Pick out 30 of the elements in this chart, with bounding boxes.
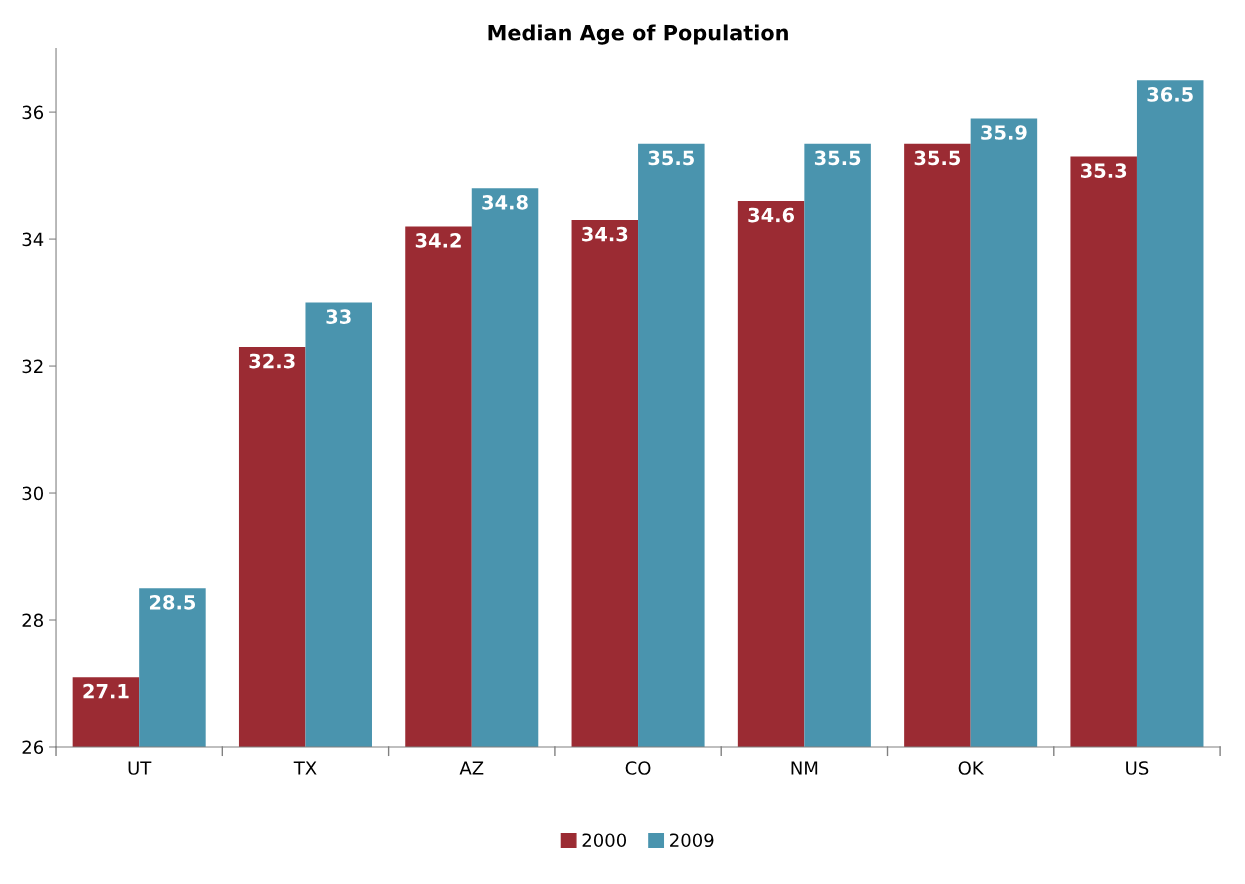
chart-title: Median Age of Population bbox=[488, 24, 788, 45]
y-tick-label: 34 bbox=[22, 232, 44, 247]
data-label: 34.2 bbox=[415, 233, 461, 248]
data-label: 28.5 bbox=[149, 594, 196, 610]
data-label: 35.5 bbox=[648, 150, 694, 166]
data-label: 32.3 bbox=[249, 353, 295, 369]
y-tick-label: 26 bbox=[22, 740, 44, 755]
y-tick-label: 28 bbox=[22, 613, 43, 628]
x-tick-label: TX bbox=[293, 761, 317, 775]
data-label: 35.9 bbox=[981, 125, 1027, 140]
x-tick-label: US bbox=[1126, 761, 1149, 775]
data-label: 27.1 bbox=[83, 683, 129, 699]
data-label: 34.8 bbox=[482, 194, 528, 210]
data-label: 35.5 bbox=[914, 150, 961, 166]
legend-label: 2000 bbox=[582, 833, 627, 848]
y-tick-label: 32 bbox=[22, 359, 43, 374]
data-label: 33 bbox=[326, 309, 351, 324]
y-tick-label: 30 bbox=[22, 486, 44, 501]
y-tick-label: 36 bbox=[22, 105, 44, 120]
data-label: 35.3 bbox=[1081, 163, 1127, 178]
x-tick-label: UT bbox=[128, 761, 152, 775]
x-tick-label: NM bbox=[791, 761, 818, 775]
x-tick-label: CO bbox=[625, 761, 651, 775]
data-label: 35.5 bbox=[814, 150, 861, 166]
x-tick-label: OK bbox=[958, 761, 985, 775]
legend-label: 2009 bbox=[670, 833, 714, 848]
x-tick-label: AZ bbox=[459, 761, 484, 775]
data-label: 36.5 bbox=[1147, 87, 1193, 102]
data-label: 34.6 bbox=[748, 207, 795, 223]
data-label: 34.3 bbox=[582, 226, 628, 242]
